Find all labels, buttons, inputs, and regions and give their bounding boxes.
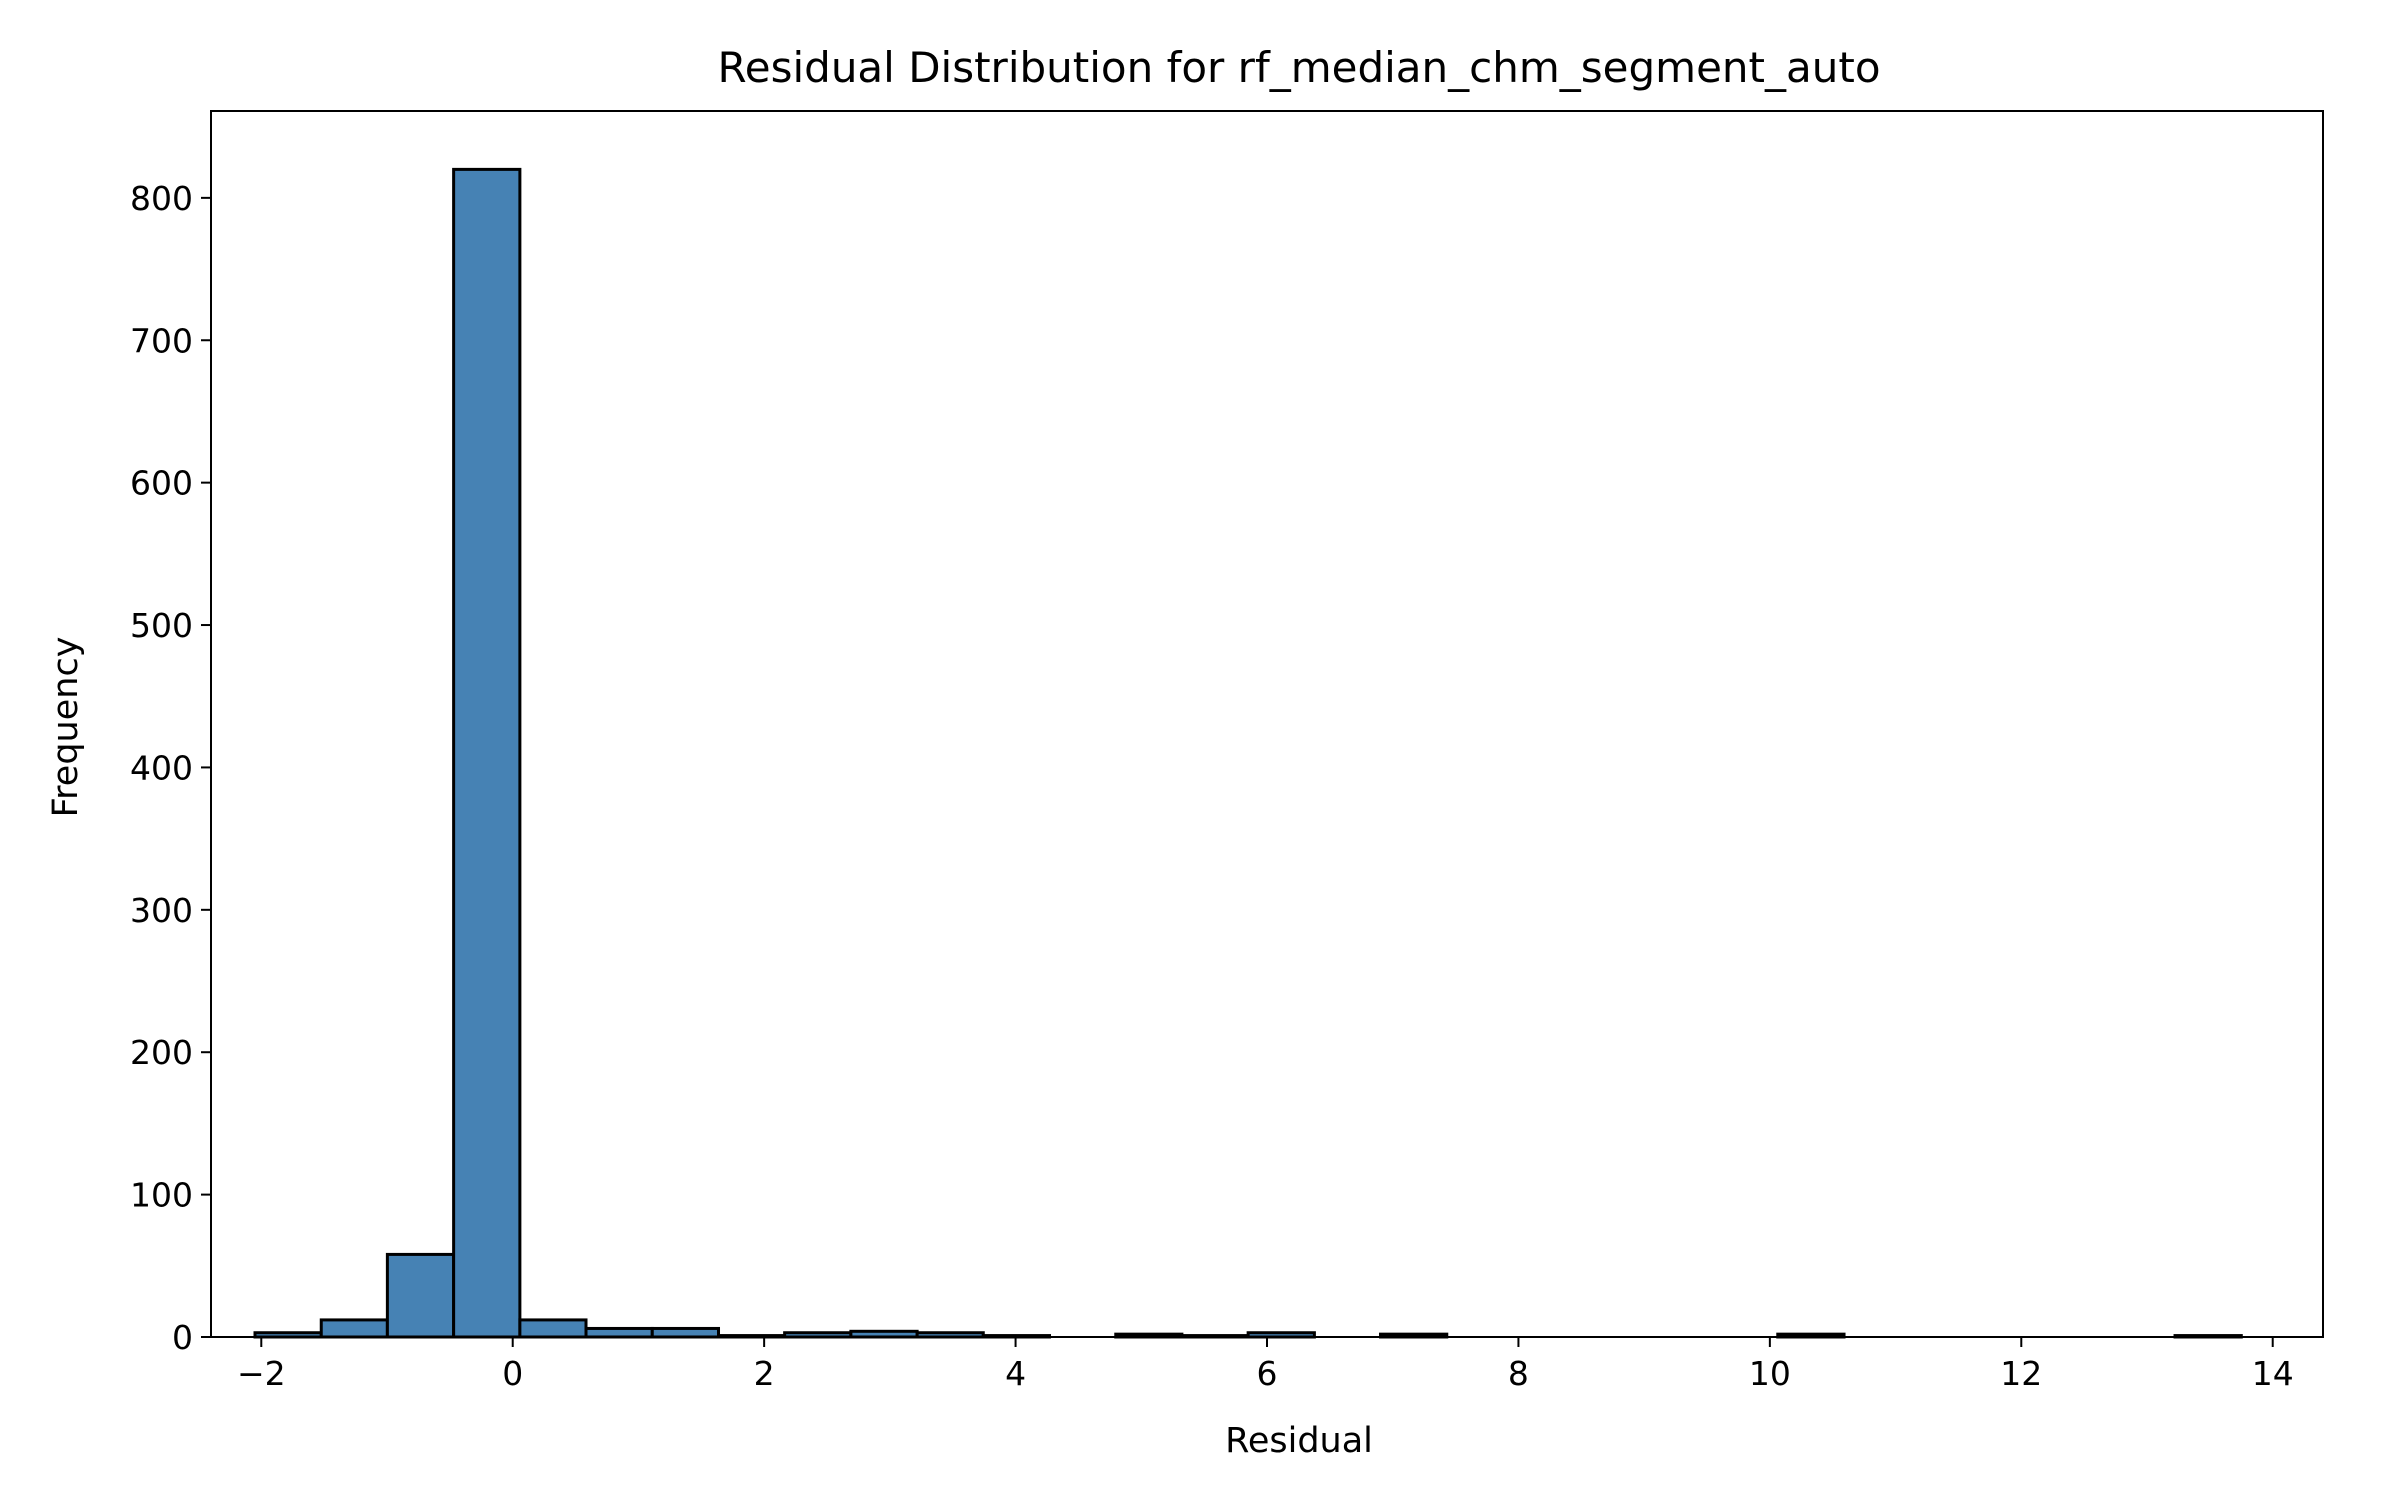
chart-title: Residual Distribution for rf_median_chm_…	[717, 43, 1880, 92]
x-tick-label: 2	[754, 1354, 775, 1393]
y-tick-label: 100	[130, 1176, 193, 1215]
x-axis-label: Residual	[1225, 1421, 1373, 1461]
y-tick-label: 700	[130, 321, 193, 360]
x-tick-label: 4	[1005, 1354, 1026, 1393]
y-axis-label: Frequency	[46, 637, 86, 818]
histogram-bar	[518, 1318, 588, 1339]
y-tick-label: 300	[130, 891, 193, 930]
histogram-bar	[650, 1326, 721, 1339]
x-tick-label: 12	[2000, 1354, 2042, 1393]
histogram-bar	[319, 1318, 389, 1339]
histogram-bar	[452, 167, 522, 1339]
x-tick-label: 8	[1508, 1354, 1529, 1393]
y-tick-label: 0	[172, 1318, 193, 1357]
x-tick-label: −2	[237, 1354, 286, 1393]
histogram-bar	[584, 1326, 654, 1339]
x-axis-ticks: −2 0 2 4 6 8 10 12 14	[237, 1337, 2294, 1393]
x-tick-label: 6	[1257, 1354, 1278, 1393]
plot-area-frame	[210, 110, 2324, 1338]
x-tick-label: 10	[1749, 1354, 1791, 1393]
x-tick-label: 14	[2252, 1354, 2294, 1393]
y-tick-label: 200	[130, 1033, 193, 1072]
histogram-bar	[385, 1252, 456, 1339]
y-tick-label: 600	[130, 464, 193, 503]
y-tick-label: 800	[130, 179, 193, 218]
y-tick-label: 400	[130, 748, 193, 787]
y-tick-label: 500	[130, 606, 193, 645]
y-axis-ticks: 0 100 200 300 400 500 600 700 800	[130, 179, 211, 1357]
x-tick-label: 0	[502, 1354, 523, 1393]
